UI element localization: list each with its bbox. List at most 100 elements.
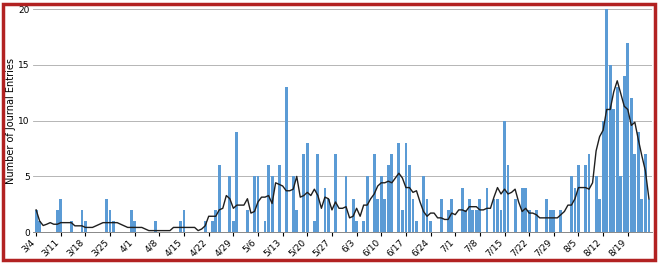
Bar xyxy=(397,143,400,232)
Bar xyxy=(366,176,368,232)
Bar xyxy=(215,210,217,232)
Y-axis label: Number of Journal Entries: Number of Journal Entries xyxy=(5,58,16,184)
Bar xyxy=(475,210,478,232)
Bar xyxy=(493,199,495,232)
Bar xyxy=(478,199,481,232)
Bar xyxy=(236,132,238,232)
Bar xyxy=(405,143,407,232)
Bar xyxy=(134,221,136,232)
Bar xyxy=(644,154,647,232)
Bar xyxy=(387,165,390,232)
Bar xyxy=(637,132,640,232)
Bar xyxy=(295,210,298,232)
Bar xyxy=(270,176,274,232)
Bar xyxy=(626,43,629,232)
Bar xyxy=(408,165,411,232)
Bar xyxy=(503,121,506,232)
Bar xyxy=(520,188,524,232)
Bar xyxy=(507,165,509,232)
Bar xyxy=(355,221,358,232)
Bar xyxy=(179,221,182,232)
Bar xyxy=(155,221,157,232)
Bar xyxy=(376,199,379,232)
Bar xyxy=(113,221,115,232)
Bar xyxy=(574,188,576,232)
Bar xyxy=(267,165,270,232)
Bar xyxy=(257,176,259,232)
Bar xyxy=(605,9,608,232)
Bar xyxy=(232,221,235,232)
Bar xyxy=(640,199,644,232)
Bar xyxy=(264,221,266,232)
Bar xyxy=(105,199,108,232)
Bar xyxy=(422,176,425,232)
Bar xyxy=(634,154,636,232)
Bar xyxy=(613,110,615,232)
Bar xyxy=(285,87,288,232)
Bar xyxy=(535,210,538,232)
Bar xyxy=(380,176,383,232)
Bar xyxy=(306,143,309,232)
Bar xyxy=(577,165,580,232)
Bar xyxy=(109,210,111,232)
Bar xyxy=(514,199,517,232)
Bar xyxy=(401,210,404,232)
Bar xyxy=(468,199,470,232)
Bar xyxy=(84,221,87,232)
Bar xyxy=(647,199,650,232)
Bar xyxy=(80,210,84,232)
Bar xyxy=(334,154,337,232)
Bar xyxy=(373,154,376,232)
Bar xyxy=(316,154,319,232)
Bar xyxy=(228,176,231,232)
Bar xyxy=(363,221,365,232)
Bar xyxy=(253,176,256,232)
Bar xyxy=(429,221,432,232)
Bar xyxy=(278,165,280,232)
Bar xyxy=(204,221,207,232)
Bar xyxy=(601,121,605,232)
Bar xyxy=(390,154,393,232)
Bar xyxy=(553,210,555,232)
Bar xyxy=(291,176,295,232)
Bar xyxy=(609,65,611,232)
Bar xyxy=(616,87,619,232)
Bar xyxy=(38,221,41,232)
Bar xyxy=(496,199,499,232)
Bar xyxy=(313,221,316,232)
Bar xyxy=(528,210,530,232)
Bar xyxy=(440,199,443,232)
Bar xyxy=(447,210,449,232)
Bar xyxy=(56,210,59,232)
Bar xyxy=(384,199,386,232)
Bar xyxy=(303,154,305,232)
Bar xyxy=(246,210,249,232)
Bar xyxy=(570,176,573,232)
Bar xyxy=(545,199,548,232)
Bar xyxy=(623,76,626,232)
Bar xyxy=(549,210,551,232)
Bar xyxy=(595,176,597,232)
Bar xyxy=(598,199,601,232)
Bar xyxy=(584,165,587,232)
Bar xyxy=(211,221,214,232)
Bar xyxy=(559,210,563,232)
Bar xyxy=(411,199,415,232)
Bar xyxy=(70,221,73,232)
Bar xyxy=(499,210,503,232)
Bar xyxy=(486,188,488,232)
Bar xyxy=(324,188,326,232)
Bar xyxy=(351,199,355,232)
Bar xyxy=(588,154,590,232)
Bar xyxy=(415,221,418,232)
Bar xyxy=(450,199,453,232)
Bar xyxy=(465,210,467,232)
Bar xyxy=(35,210,38,232)
Bar xyxy=(183,210,186,232)
Bar xyxy=(345,176,347,232)
Bar xyxy=(461,188,464,232)
Bar xyxy=(524,188,527,232)
Bar xyxy=(471,210,474,232)
Bar xyxy=(630,98,633,232)
Bar xyxy=(218,165,220,232)
